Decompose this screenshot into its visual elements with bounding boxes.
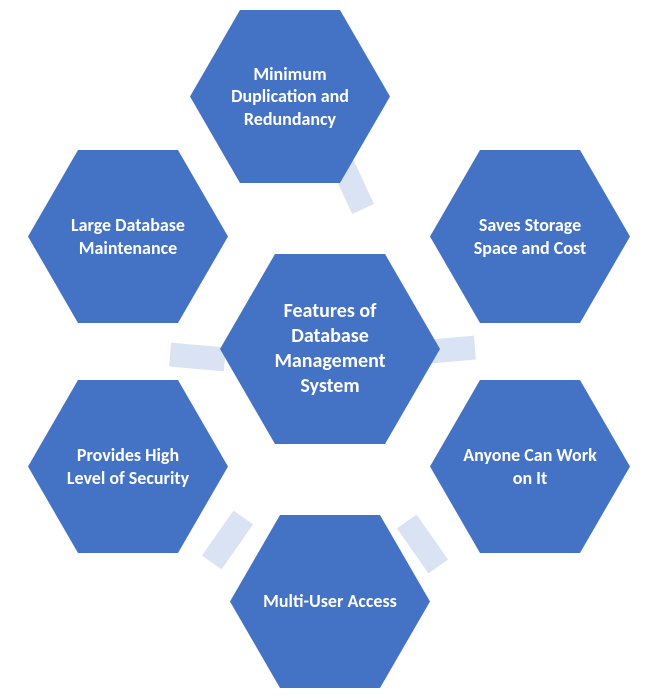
connector-3 [202,511,253,570]
hex-top-right-label: Saves Storage Space and Cost [458,214,602,259]
hex-bottom-left: Provides High Level of Security [28,380,228,553]
hex-right-label: Anyone Can Work on It [458,444,602,489]
hex-right: Anyone Can Work on It [430,380,630,553]
hex-top-label: Minimum Duplication and Redundancy [218,63,362,131]
hex-center: Features of Database Management System [220,254,440,444]
hex-top: Minimum Duplication and Redundancy [190,10,390,183]
hex-center-label: Features of Database Management System [248,299,412,399]
hex-top-left: Large Database Maintenance [28,150,228,323]
hex-bottom-left-label: Provides High Level of Security [56,444,200,489]
connector-4 [169,343,226,372]
hex-bottom: Multi-User Access [230,515,430,688]
hex-bottom-label: Multi-User Access [263,590,397,613]
hex-top-right: Saves Storage Space and Cost [430,150,630,323]
hex-top-left-label: Large Database Maintenance [56,214,200,259]
